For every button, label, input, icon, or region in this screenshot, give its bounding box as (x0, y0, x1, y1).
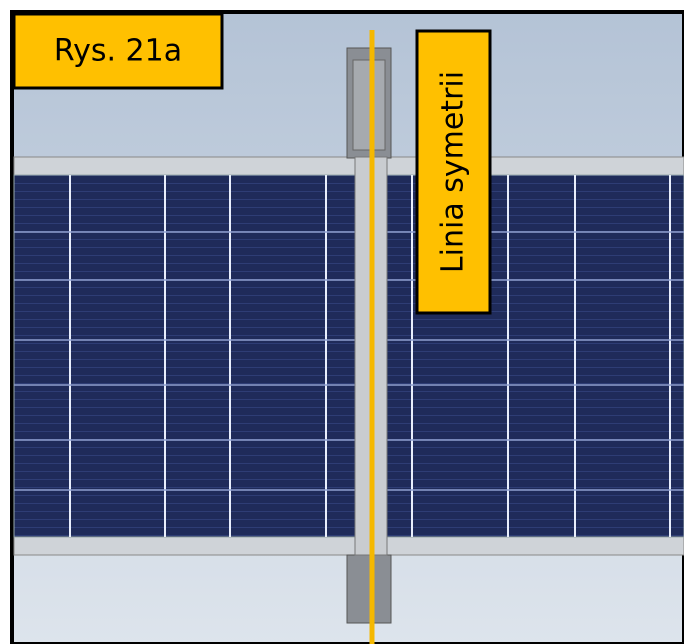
rail-bottom (13, 536, 684, 556)
rail-top (13, 156, 684, 176)
figure-label: Rys. 21a (54, 34, 182, 69)
panel-left (13, 174, 356, 538)
figure-label-box (12, 12, 224, 90)
symmetry-label-box (415, 29, 492, 315)
bracket-bottom (346, 554, 392, 624)
bracket-top-inner (352, 59, 386, 151)
symmetry-label: Linia symetrii (436, 71, 471, 273)
